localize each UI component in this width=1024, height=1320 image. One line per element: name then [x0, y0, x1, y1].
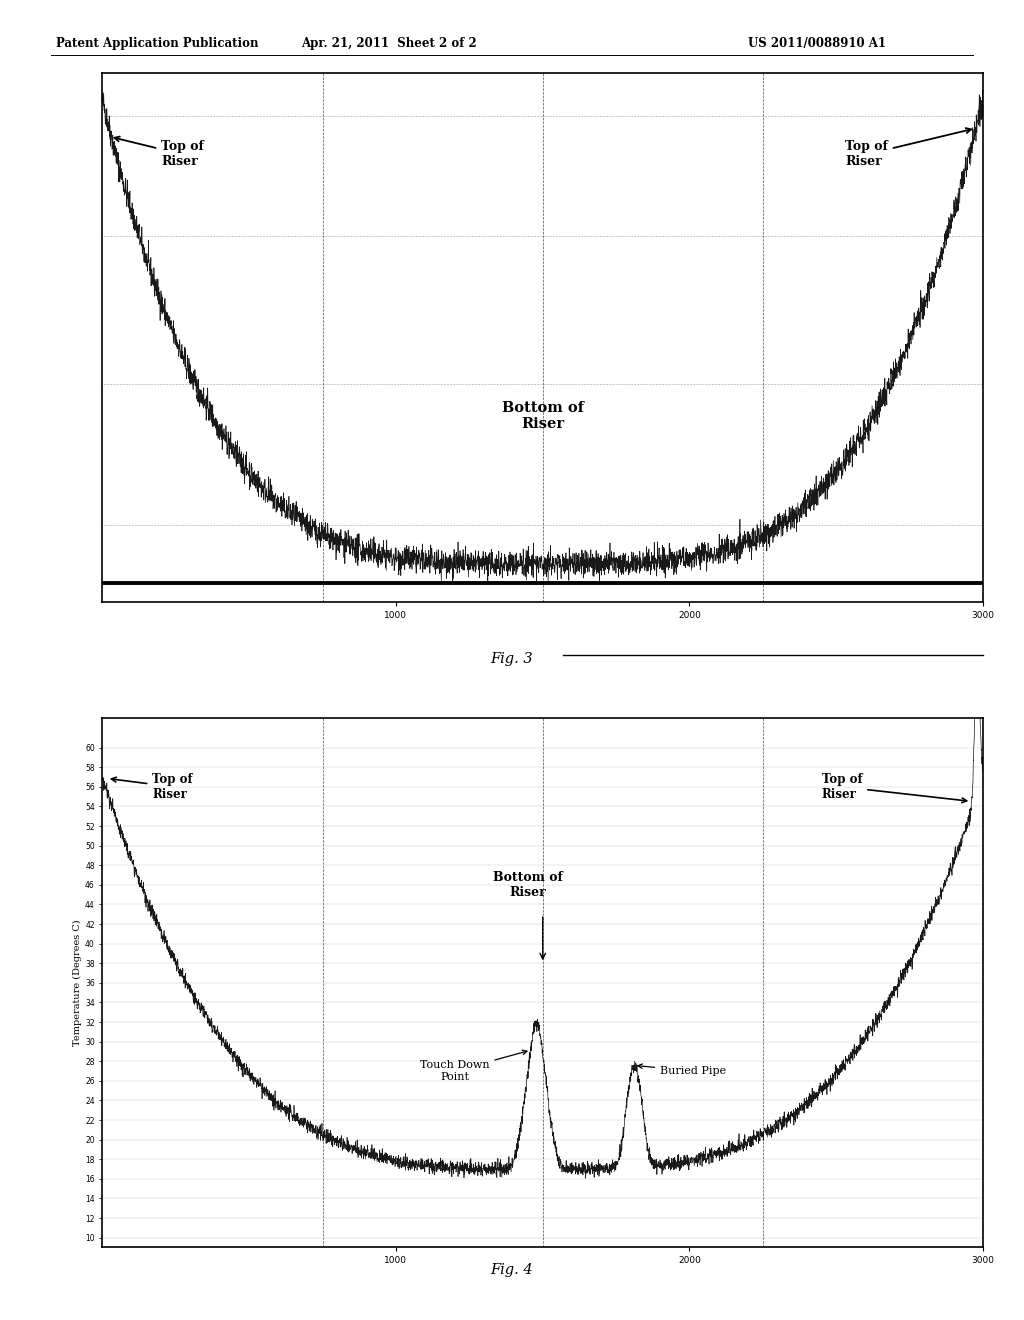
- Text: Buried Pipe: Buried Pipe: [638, 1064, 726, 1076]
- Text: Top of
Riser: Top of Riser: [115, 136, 204, 169]
- Y-axis label: Temperature (Degrees C): Temperature (Degrees C): [73, 920, 82, 1047]
- Text: Bottom of
Riser: Bottom of Riser: [494, 871, 563, 899]
- Text: Bottom of
Riser: Bottom of Riser: [502, 401, 584, 432]
- Text: Patent Application Publication: Patent Application Publication: [56, 37, 259, 50]
- Text: US 2011/0088910 A1: US 2011/0088910 A1: [748, 37, 886, 50]
- Text: Touch Down
Point: Touch Down Point: [420, 1051, 527, 1082]
- Text: Fig. 4: Fig. 4: [490, 1263, 534, 1278]
- Text: Apr. 21, 2011  Sheet 2 of 2: Apr. 21, 2011 Sheet 2 of 2: [301, 37, 477, 50]
- Text: Top of
Riser: Top of Riser: [112, 772, 193, 801]
- Text: Top of
Riser: Top of Riser: [845, 128, 971, 169]
- Text: Fig. 3: Fig. 3: [490, 652, 534, 667]
- Text: Top of
Riser: Top of Riser: [821, 772, 967, 803]
